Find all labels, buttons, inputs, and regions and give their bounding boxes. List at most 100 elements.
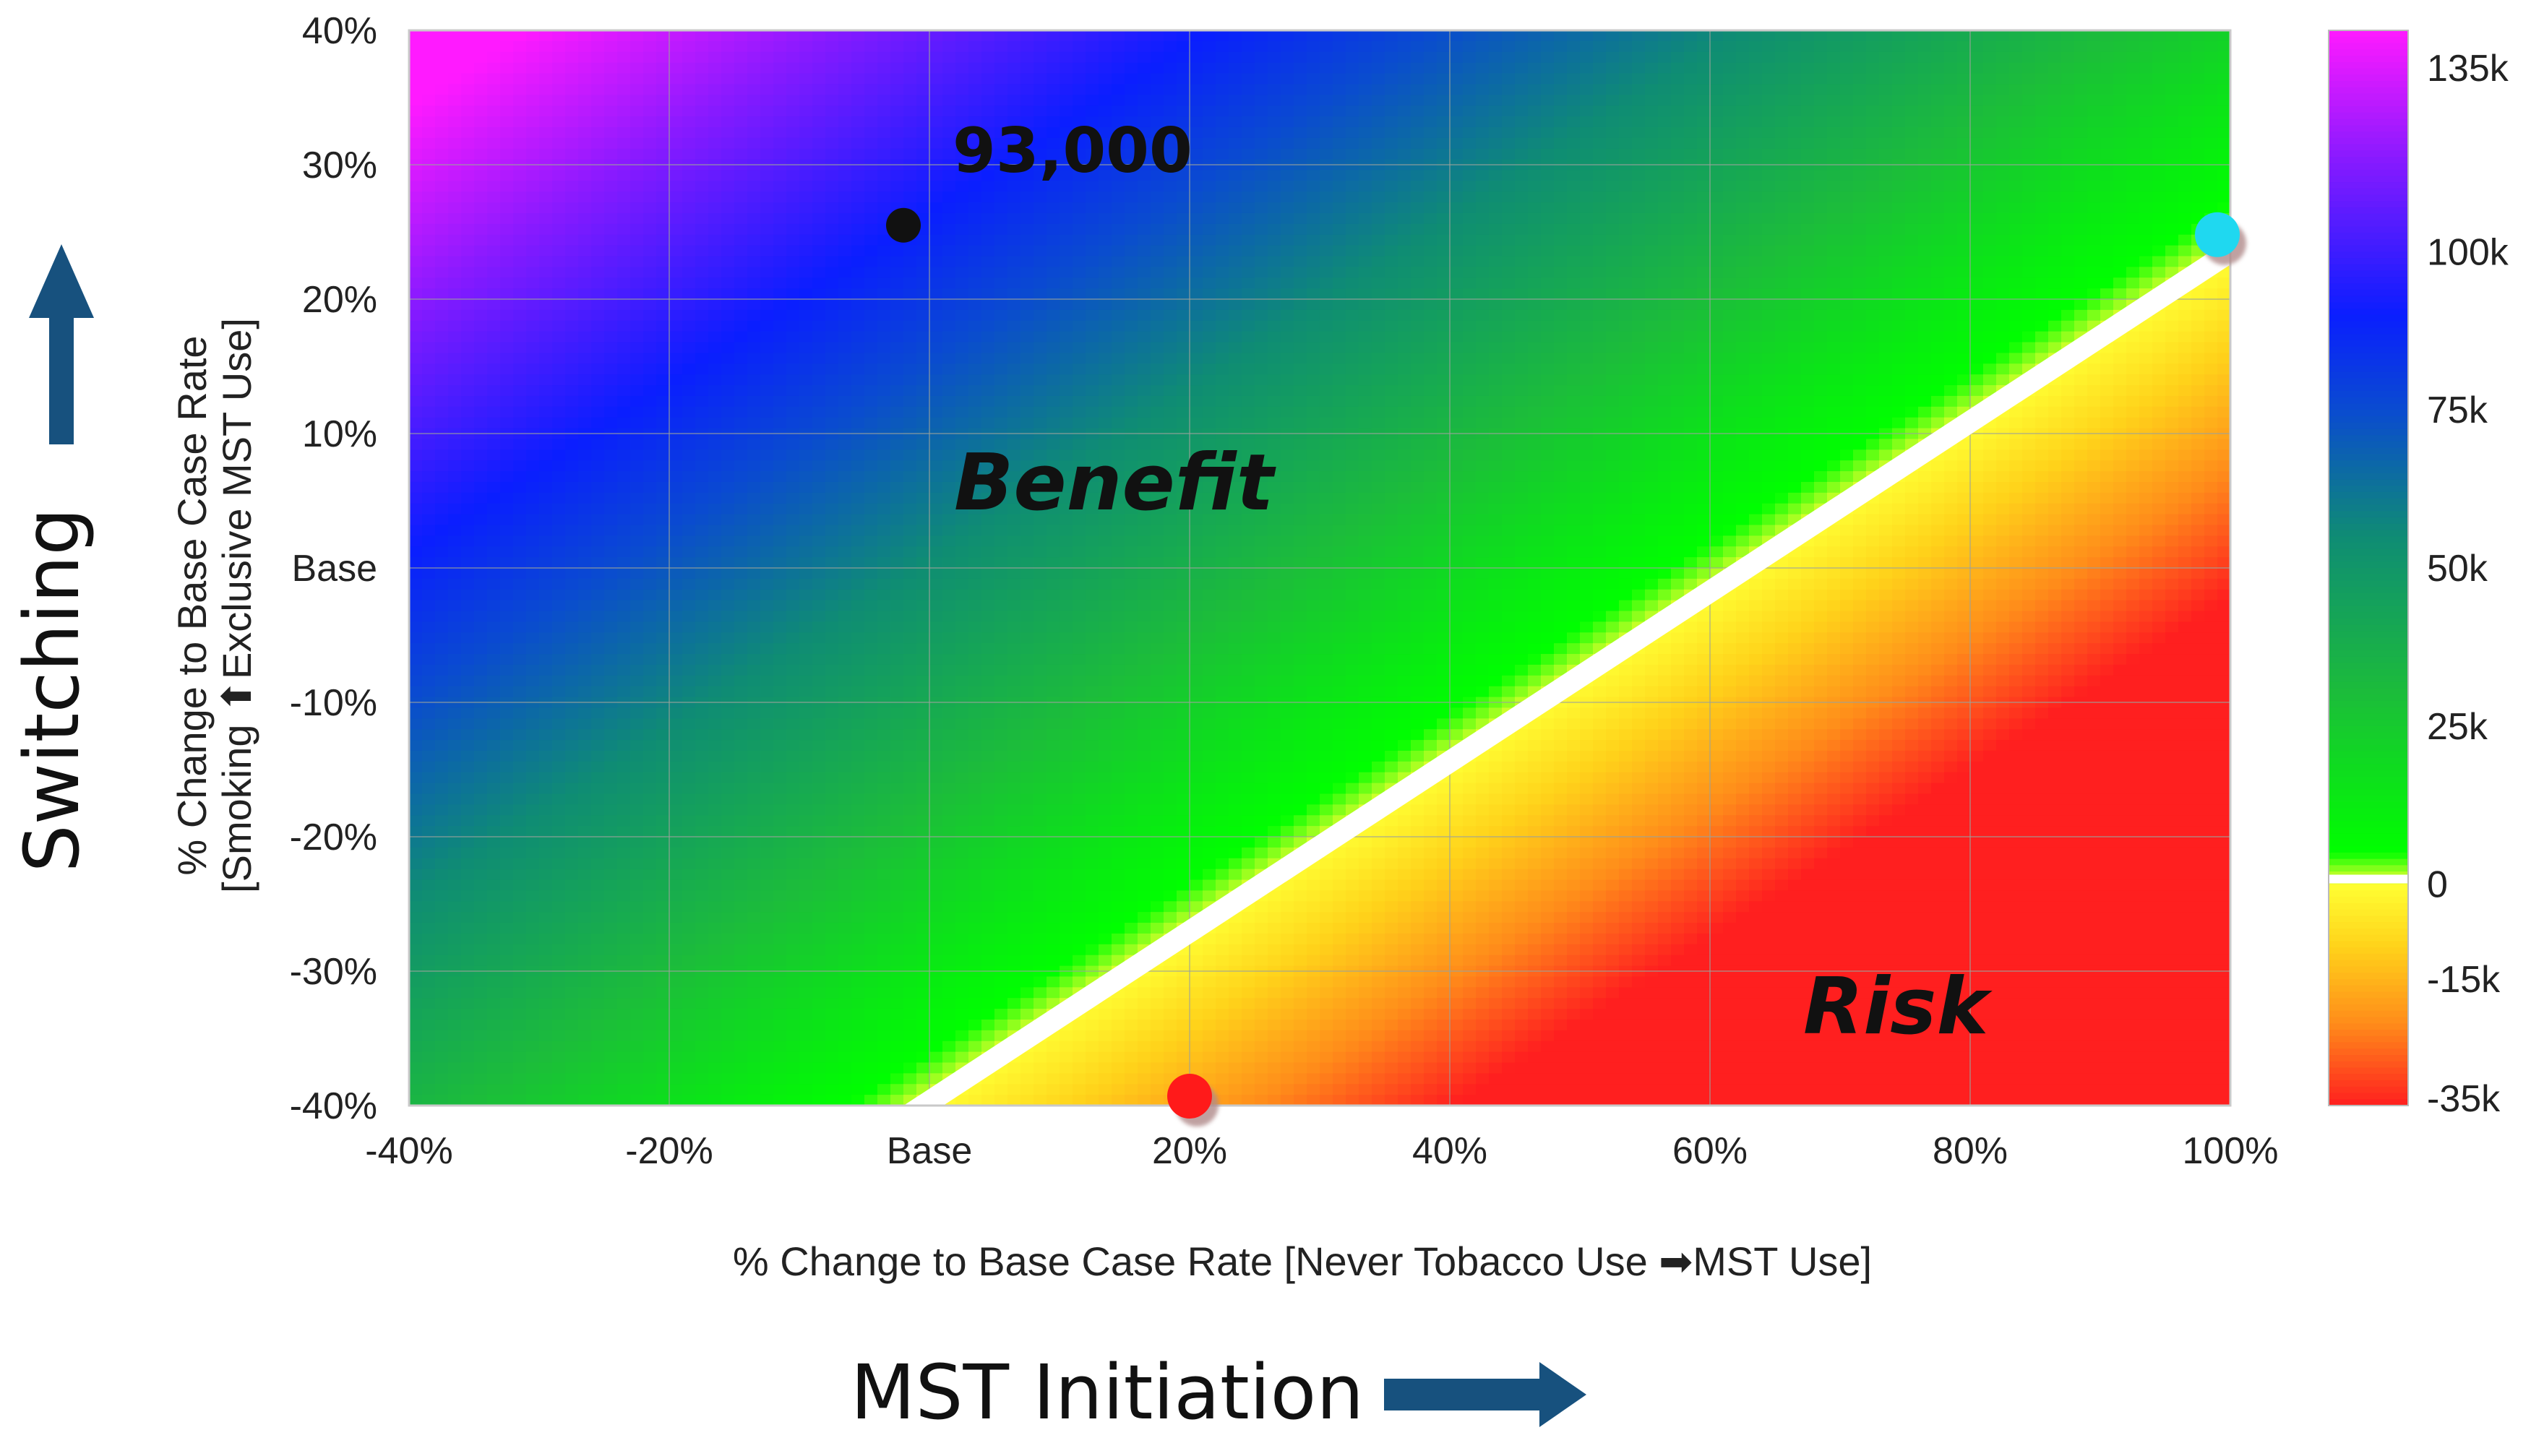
heatmap-cell xyxy=(916,772,930,784)
heatmap-cell xyxy=(747,288,761,300)
heatmap-cell xyxy=(669,890,683,903)
heatmap-cell xyxy=(591,987,605,999)
heatmap-cell xyxy=(669,879,683,892)
heatmap-cell xyxy=(825,202,839,214)
heatmap-cell xyxy=(422,256,436,268)
heatmap-cell xyxy=(578,707,592,720)
heatmap-cell xyxy=(838,621,852,634)
heatmap-cell xyxy=(903,137,917,150)
heatmap-cell xyxy=(825,675,839,687)
heatmap-cell xyxy=(565,525,579,537)
heatmap-cell xyxy=(539,126,553,139)
heatmap-cell xyxy=(890,826,904,837)
heatmap-cell xyxy=(1007,793,1021,806)
heatmap-cell xyxy=(474,804,488,817)
heatmap-cell xyxy=(461,385,475,397)
heatmap-cell xyxy=(565,84,579,96)
heatmap-cell xyxy=(1007,245,1021,257)
heatmap-cell xyxy=(1047,632,1060,644)
heatmap-cell xyxy=(422,277,436,289)
heatmap-cell xyxy=(461,740,475,751)
heatmap-cell xyxy=(825,1030,839,1042)
heatmap-cell xyxy=(851,707,865,720)
heatmap-cell xyxy=(552,363,566,375)
heatmap-cell xyxy=(487,353,501,365)
heatmap-cell xyxy=(812,191,826,203)
heatmap-cell xyxy=(669,686,683,698)
heatmap-cell xyxy=(500,245,514,257)
heatmap-cell xyxy=(981,1095,995,1106)
heatmap-cell xyxy=(513,772,527,784)
heatmap-cell xyxy=(682,148,696,160)
heatmap-cell xyxy=(1020,471,1034,483)
heatmap-cell xyxy=(500,632,514,644)
heatmap-cell xyxy=(981,793,995,806)
heatmap-cell xyxy=(942,847,956,859)
heatmap-cell xyxy=(994,353,1008,365)
heatmap-cell xyxy=(825,417,839,429)
heatmap-cell xyxy=(721,621,735,634)
heatmap-cell xyxy=(721,632,735,644)
heatmap-cell xyxy=(994,1095,1008,1106)
heatmap-cell xyxy=(409,191,423,203)
heatmap-cell xyxy=(734,611,748,623)
heatmap-cell xyxy=(838,148,852,160)
heatmap-cell xyxy=(1020,815,1034,827)
heatmap-cell xyxy=(903,578,917,590)
heatmap-cell xyxy=(825,1041,839,1053)
heatmap-cell xyxy=(994,374,1008,386)
heatmap-cell xyxy=(643,901,657,913)
heatmap-cell xyxy=(721,245,735,257)
heatmap-cell xyxy=(825,729,839,741)
heatmap-cell xyxy=(903,481,917,494)
heatmap-cell xyxy=(929,191,943,203)
heatmap-cell xyxy=(630,245,644,257)
heatmap-cell xyxy=(968,589,982,601)
heatmap-cell xyxy=(942,353,956,365)
heatmap-cell xyxy=(604,933,618,945)
heatmap-cell xyxy=(630,686,644,698)
heatmap-cell xyxy=(864,30,878,42)
heatmap-cell xyxy=(617,546,631,558)
heatmap-cell xyxy=(708,481,722,494)
heatmap-cell xyxy=(617,1062,631,1074)
heatmap-cell xyxy=(825,374,839,386)
heatmap-cell xyxy=(721,460,735,472)
heatmap-cell xyxy=(552,589,566,601)
heatmap-cell xyxy=(747,783,761,795)
heatmap-cell xyxy=(825,385,839,397)
heatmap-cell xyxy=(448,772,462,784)
heatmap-cell xyxy=(942,449,956,461)
heatmap-cell xyxy=(656,126,670,139)
heatmap-cell xyxy=(929,890,943,903)
heatmap-cell xyxy=(903,944,917,956)
heatmap-cell xyxy=(1007,277,1021,289)
heatmap-cell xyxy=(422,395,436,408)
heatmap-cell xyxy=(799,170,813,182)
heatmap-cell xyxy=(539,793,553,806)
heatmap-cell xyxy=(565,837,579,848)
heatmap-cell xyxy=(539,320,553,332)
heatmap-cell xyxy=(721,212,735,225)
heatmap-cell xyxy=(708,202,722,214)
heatmap-cell xyxy=(552,137,566,150)
heatmap-cell xyxy=(851,568,865,580)
heatmap-cell xyxy=(539,826,553,837)
heatmap-cell xyxy=(825,1009,839,1020)
heatmap-cell xyxy=(526,643,540,655)
heatmap-cell xyxy=(474,331,488,343)
heatmap-cell xyxy=(1007,578,1021,590)
heatmap-cell xyxy=(812,664,826,676)
heatmap-cell xyxy=(812,1062,826,1074)
heatmap-cell xyxy=(1047,955,1060,967)
heatmap-cell xyxy=(916,137,930,150)
heatmap-cell xyxy=(851,643,865,655)
heatmap-cell xyxy=(929,1041,943,1053)
heatmap-cell xyxy=(1034,374,1047,386)
heatmap-cell xyxy=(656,535,670,548)
heatmap-cell xyxy=(708,256,722,268)
heatmap-cell xyxy=(1034,869,1047,881)
heatmap-cell xyxy=(591,395,605,408)
heatmap-cell xyxy=(409,783,423,795)
heatmap-cell xyxy=(760,471,774,483)
